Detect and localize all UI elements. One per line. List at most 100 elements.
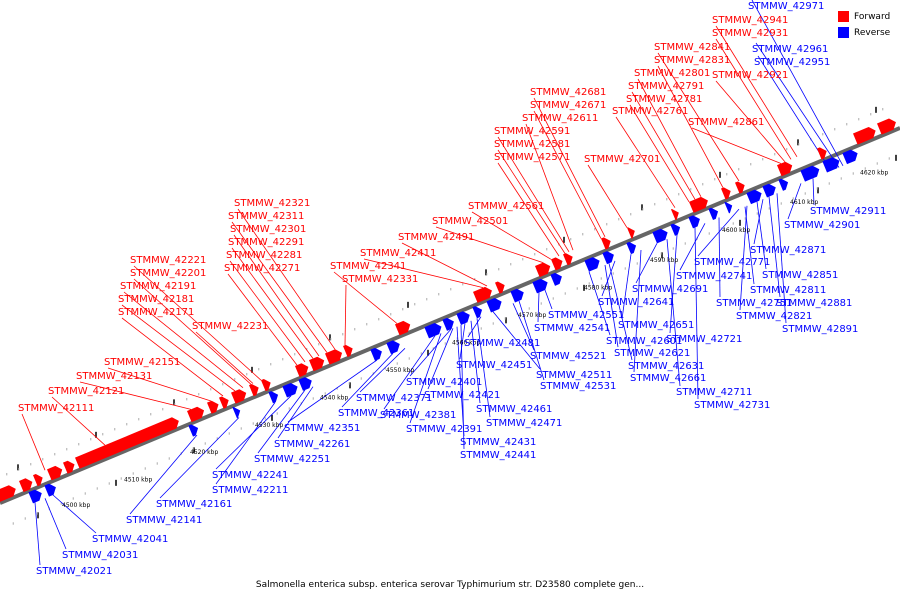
connector-line xyxy=(533,110,602,239)
position-tick-labels: 4500 kbp 4510 kbp 4520 kbp 4530 kbp 4540 kbp… xyxy=(62,170,888,509)
gene-label: STMMW_42381 xyxy=(380,410,456,421)
connector-line xyxy=(107,367,212,402)
gene-label: STMMW_42211 xyxy=(212,485,288,496)
gene-label: STMMW_42351 xyxy=(284,423,360,434)
forward-gene xyxy=(231,389,247,404)
connector-line xyxy=(215,395,292,470)
gene-label: STMMW_42871 xyxy=(750,245,826,256)
connector-line xyxy=(44,498,67,550)
gene-label: STMMW_42161 xyxy=(156,499,232,510)
forward-gene xyxy=(670,208,679,221)
connector-line xyxy=(635,243,658,284)
gene-label: STMMW_42731 xyxy=(694,400,770,411)
connector-line xyxy=(787,183,802,220)
sequence-backbone xyxy=(0,126,900,505)
connector-line xyxy=(159,417,240,499)
connector-line xyxy=(744,206,755,285)
reverse-gene xyxy=(550,272,562,286)
connector-line xyxy=(694,227,699,400)
reverse-gene xyxy=(188,424,199,437)
tick-marks xyxy=(17,106,897,519)
forward-gene xyxy=(207,400,219,414)
gene-label: STMMW_42291 xyxy=(228,237,304,248)
gene-label: STMMW_42431 xyxy=(460,437,536,448)
gene-label: STMMW_42751 xyxy=(716,298,792,309)
forward-gene xyxy=(626,227,635,239)
gene-label: STMMW_42251 xyxy=(254,454,330,465)
gene-label: STMMW_42391 xyxy=(406,424,482,435)
gene-label: STMMW_42971 xyxy=(748,1,824,12)
gene-label: STMMW_42521 xyxy=(530,351,606,362)
forward-gene xyxy=(776,161,793,177)
forward-gene xyxy=(494,281,505,294)
gene-label: STMMW_42451 xyxy=(456,360,532,371)
connector-line xyxy=(587,164,628,228)
connector-line xyxy=(133,278,252,385)
reverse-gene xyxy=(532,278,548,294)
forward-gene xyxy=(308,356,325,372)
connector-line xyxy=(544,289,553,310)
connector-line xyxy=(333,271,398,324)
connector-line xyxy=(471,211,552,260)
forward-gene xyxy=(816,147,827,160)
gene-label: STMMW_42301 xyxy=(230,224,306,235)
gene-label: STMMW_42611 xyxy=(522,113,598,124)
tick-label: 4510 kbp xyxy=(124,476,152,483)
connector-line xyxy=(34,502,41,566)
forward-gene xyxy=(876,118,896,135)
gene-label: STMMW_42461 xyxy=(476,404,552,415)
gene-label: STMMW_42531 xyxy=(540,381,616,392)
gene-label: STMMW_42311 xyxy=(228,211,304,222)
gene-label: STMMW_42561 xyxy=(468,201,544,212)
connector-line xyxy=(533,97,606,238)
connector-line xyxy=(621,254,632,320)
forward-gene xyxy=(187,406,205,423)
gene-label: STMMW_42851 xyxy=(762,270,838,281)
gene-label: STMMW_42491 xyxy=(398,232,474,243)
gene-label: STMMW_42581 xyxy=(494,139,570,150)
reverse-gene xyxy=(386,340,400,355)
reverse-gene xyxy=(762,183,776,198)
connector-line xyxy=(129,434,198,515)
connector-line xyxy=(215,402,276,485)
connector-line xyxy=(470,320,481,404)
tick-label: 4600 kbp xyxy=(722,227,750,234)
connector-line xyxy=(525,123,574,251)
gene-label: STMMW_42761 xyxy=(612,106,688,117)
connector-line xyxy=(497,149,566,254)
connector-line xyxy=(657,65,724,188)
connector-line xyxy=(756,201,767,270)
tick-label: 4560 kbp xyxy=(452,340,480,347)
reverse-gene xyxy=(370,347,382,361)
forward-gene xyxy=(562,253,573,266)
connector-line xyxy=(257,389,306,454)
connector-line xyxy=(768,196,781,298)
gene-label: STMMW_42701 xyxy=(584,154,660,165)
connector-line xyxy=(601,260,616,297)
gene-label: STMMW_42511 xyxy=(536,370,612,381)
gene-label: STMMW_42281 xyxy=(226,250,302,261)
connector-line xyxy=(657,52,740,182)
legend-forward-label: Forward xyxy=(854,12,890,22)
tick-label: 4550 kbp xyxy=(386,367,414,374)
gene-label: STMMW_42241 xyxy=(212,470,288,481)
gene-label: STMMW_42951 xyxy=(754,57,830,68)
reverse-gene xyxy=(842,149,858,165)
gene-label: STMMW_42671 xyxy=(530,100,606,111)
gene-label: STMMW_42931 xyxy=(712,28,788,39)
connector-line xyxy=(512,303,535,351)
gene-label: STMMW_42541 xyxy=(534,323,610,334)
reverse-gene xyxy=(456,311,470,326)
tick-label: 4580 kbp xyxy=(584,285,612,292)
gene-label: STMMW_42361 xyxy=(338,408,414,419)
gene-label: STMMW_42151 xyxy=(104,357,180,368)
connector-line xyxy=(631,91,696,200)
forward-gene xyxy=(47,465,63,481)
connector-line xyxy=(537,292,540,323)
gene-label: STMMW_42471 xyxy=(486,418,562,429)
connector-line xyxy=(715,80,786,163)
tick-label: 4570 kbp xyxy=(518,312,546,319)
tick-label: 4500 kbp xyxy=(62,502,90,509)
connector-line xyxy=(633,249,642,373)
